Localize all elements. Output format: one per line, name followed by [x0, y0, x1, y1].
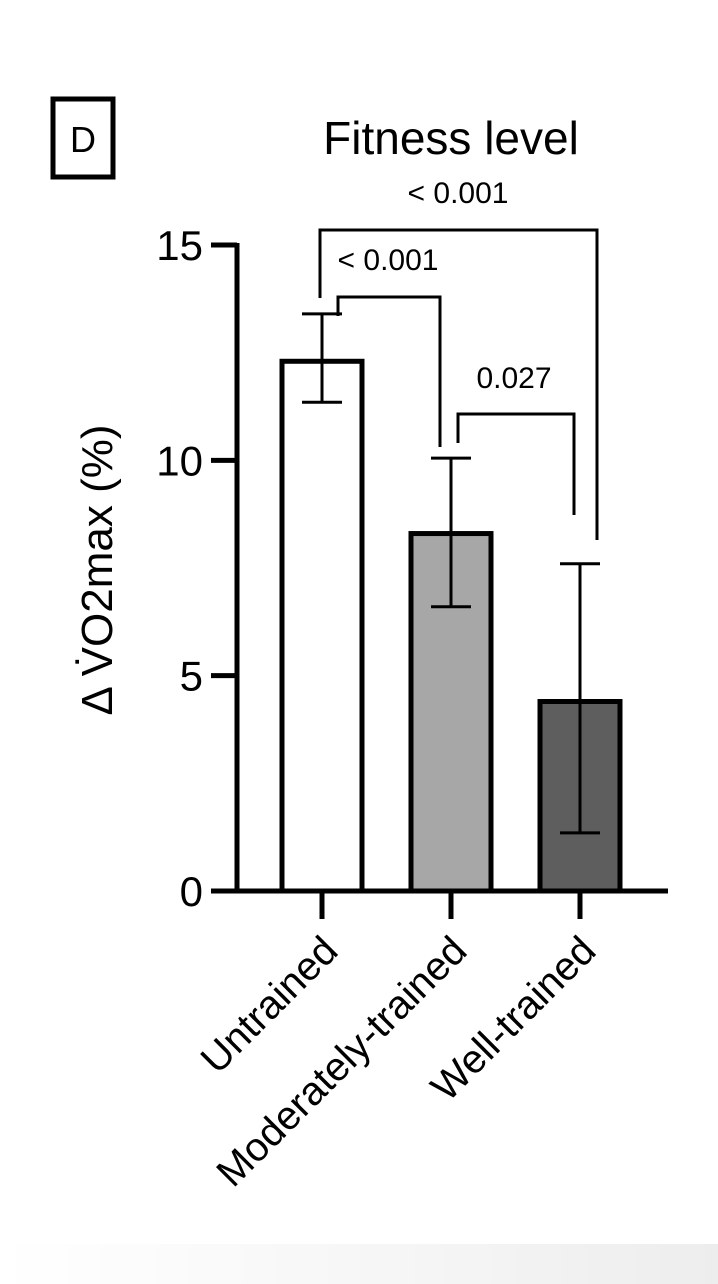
x-tick-label: Moderately-trained [208, 928, 475, 1195]
panel-label-box [50, 96, 116, 180]
y-tick-label: 0 [180, 868, 203, 915]
significance-bracket [456, 412, 576, 515]
panel-label: D [70, 119, 96, 160]
significance-bracket [336, 295, 442, 447]
p-value-label: 0.027 [476, 362, 551, 395]
p-value-label: < 0.001 [408, 177, 509, 210]
y-tick-label: 5 [180, 653, 203, 700]
significance-bracket [318, 228, 599, 540]
plot-area: 051015UntrainedModerately-trainedWell-tr… [156, 177, 668, 1195]
bottom-shadow [0, 1244, 718, 1284]
y-tick-label: 15 [156, 222, 203, 269]
p-value-label: < 0.001 [338, 244, 439, 277]
y-axis-label: Δ V̇O2max (%) [73, 424, 122, 715]
chart-title: Fitness level [323, 112, 579, 164]
bar-untrained [279, 358, 365, 894]
y-tick-label: 10 [156, 437, 203, 484]
